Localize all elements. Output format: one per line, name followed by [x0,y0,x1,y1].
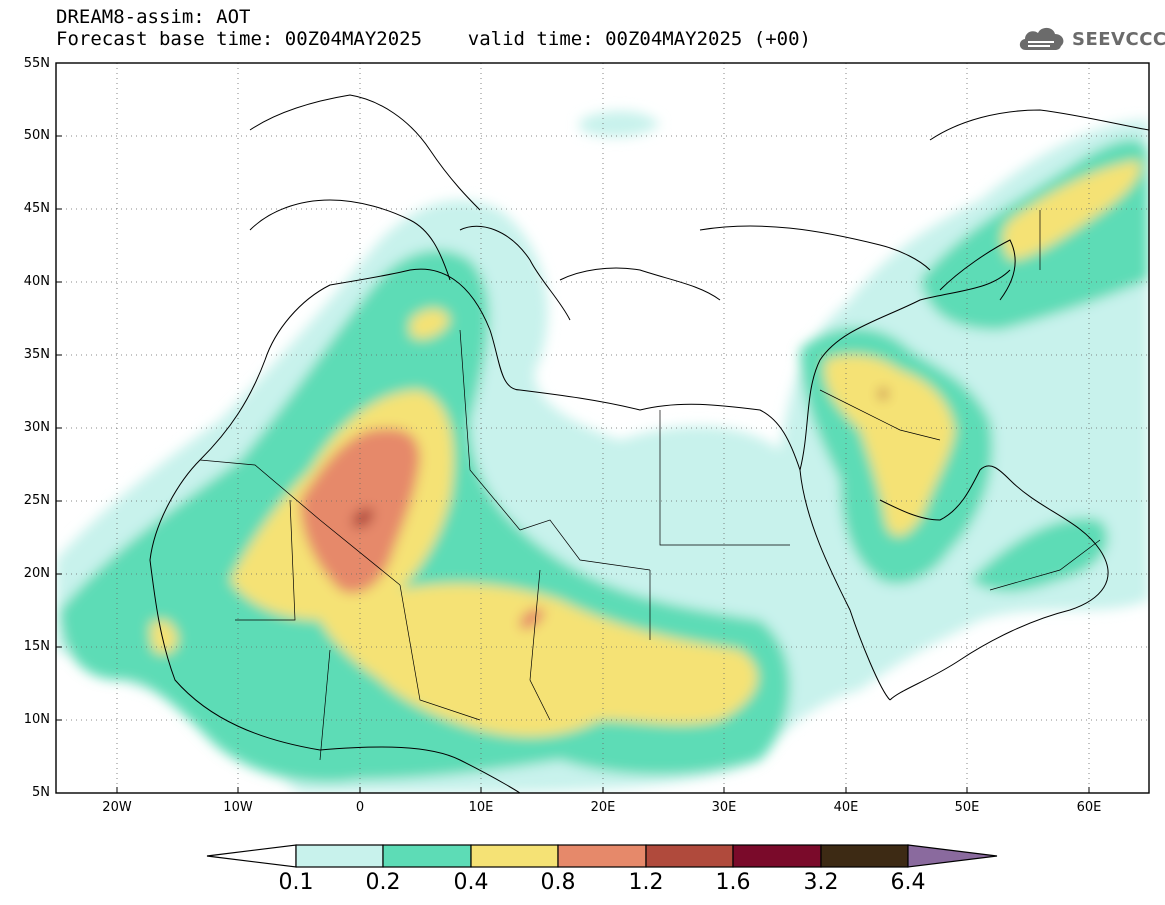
lon-label-10e: 10E [468,800,494,815]
lat-label-15n: 15N [23,639,50,654]
lat-label-30n: 30N [23,420,50,435]
title-line-2: Forecast base time: 00Z04MAY2025 valid t… [56,28,811,50]
logo-text: SEEVCCC [1072,28,1165,50]
colorbar-label-1.2: 1.2 [628,870,664,895]
colorbar-label-0.4: 0.4 [453,870,489,895]
lon-label-30e: 30E [711,800,737,815]
colorbar-bin-7 [820,844,909,868]
lat-label-55n: 55N [23,56,50,71]
axis-ticks [56,135,1090,793]
aot-band-1.2 [352,508,374,528]
title-line-1: DREAM8-assim: AOT [56,6,251,28]
aot-band-0.4-north [410,308,450,340]
colorbar-bin-4 [557,844,647,868]
colorbar-bin-1 [295,844,384,868]
chart-title: DREAM8-assim: AOT Forecast base time: 00Z… [56,6,811,50]
lon-label-60e: 60E [1076,800,1102,815]
lat-label-25n: 25N [23,493,50,508]
colorbar-upper-arrow [907,844,998,868]
aot-band-0.4-caspian [1002,160,1141,260]
colorbar-bin-5 [645,844,734,868]
colorbar [206,844,998,868]
aot-band-0.4-iraq [824,354,955,537]
aot-band-0.4-westafrica [150,620,178,654]
colorbar-label-0.1: 0.1 [278,870,314,895]
lon-label-10w: 10W [223,800,253,815]
lon-label-50e: 50E [954,800,980,815]
aot-band-0.2-arabia [970,518,1108,592]
colorbar-label-0.8: 0.8 [540,870,576,895]
lat-label-35n: 35N [23,347,50,362]
colorbar-label-1.6: 1.6 [715,870,751,895]
country-borders [199,210,1101,761]
seevccc-logo: SEEVCCC [1016,22,1165,56]
colorbar-label-0.2: 0.2 [365,870,401,895]
aot-band-0.1-north [580,110,660,137]
cloud-icon [1019,27,1064,50]
lon-label-40e: 40E [833,800,859,815]
lat-label-40n: 40N [23,274,50,289]
lat-label-20n: 20N [23,566,50,581]
colorbar-bin-2 [382,844,472,868]
colorbar-label-3.2: 3.2 [803,870,839,895]
colorbar-lower-arrow [206,844,297,868]
lon-label-20e: 20E [590,800,616,815]
lon-label-20w: 20W [102,800,132,815]
coastlines [149,94,1149,793]
lon-label-0: 0 [355,800,365,815]
colorbar-bin-3 [470,844,559,868]
lat-label-5n: 5N [32,785,50,800]
colorbar-bin-6 [732,844,822,868]
aot-band-0.8-chad [520,608,545,630]
aot-band-1.2-iraq [879,388,888,400]
colorbar-label-6.4: 6.4 [890,870,926,895]
aot-contour-field [56,110,1149,793]
lat-label-10n: 10N [23,712,50,727]
gridlines [56,63,1149,793]
lat-label-50n: 50N [23,128,50,143]
lat-label-45n: 45N [23,201,50,216]
